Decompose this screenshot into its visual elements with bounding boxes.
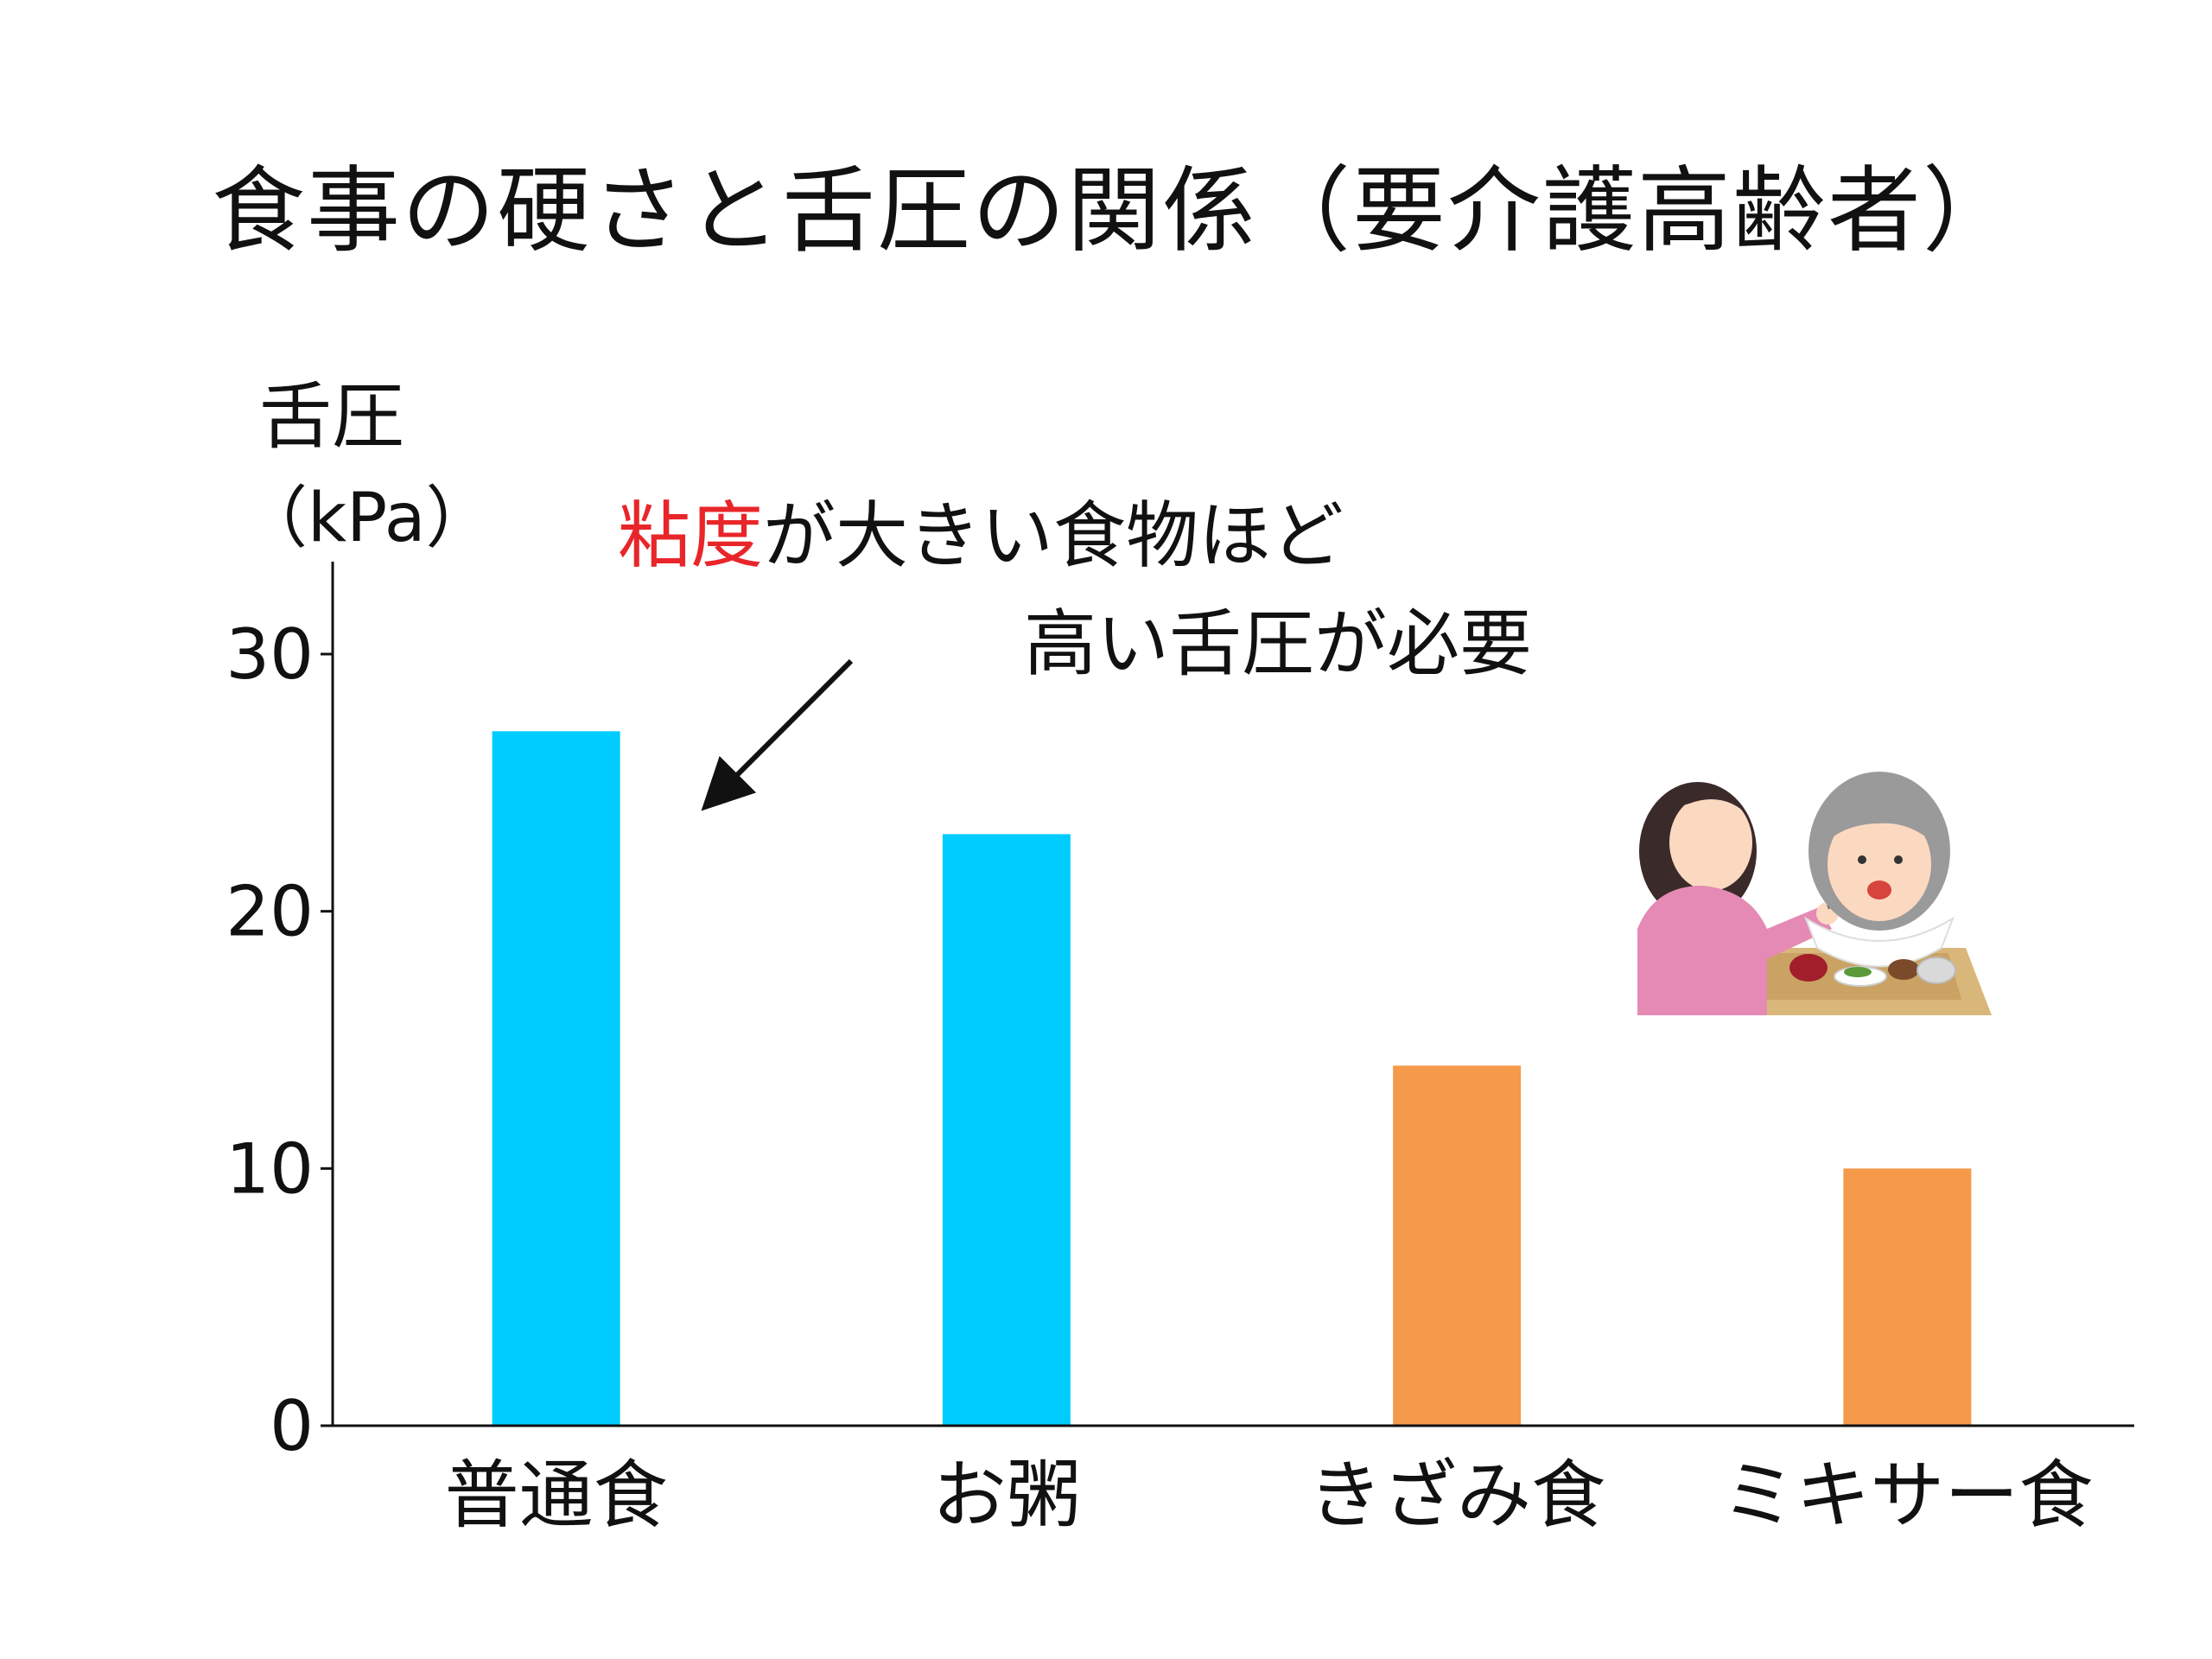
chart-title: 食事の硬さと舌圧の関係（要介護高齢者） [212, 157, 2018, 265]
y-tick-label: 0 [270, 1386, 314, 1466]
bar-1 [492, 731, 620, 1426]
x-tick-label: きざみ食 [1308, 1452, 1605, 1539]
x-tick-label: ミキサー食 [1721, 1452, 2093, 1539]
annotation-arrow [701, 658, 854, 811]
y-tick-label: 30 [226, 614, 314, 695]
annotation-line-1-rest: が大きい食物ほど [763, 493, 1344, 578]
y-tick-label: 20 [226, 872, 314, 952]
y-axis-label: 舌圧 [259, 374, 405, 459]
y-axis-unit: （kPa） [240, 480, 493, 557]
annotation-line-1: 粘度が大きい食物ほど [618, 488, 1344, 583]
annotation-line-2: 高い舌圧が必要 [1024, 601, 1533, 686]
caregiver-feeding-elderly-icon [1620, 721, 1992, 1015]
x-tick-label: お粥 [932, 1452, 1081, 1539]
x-tick-label: 普通食 [445, 1452, 668, 1539]
bar-4 [1843, 1168, 1972, 1426]
y-tick-label: 10 [226, 1128, 314, 1209]
annotation-highlight: 粘度 [618, 493, 764, 578]
bar-3 [1393, 1065, 1522, 1426]
bar-2 [942, 834, 1071, 1426]
